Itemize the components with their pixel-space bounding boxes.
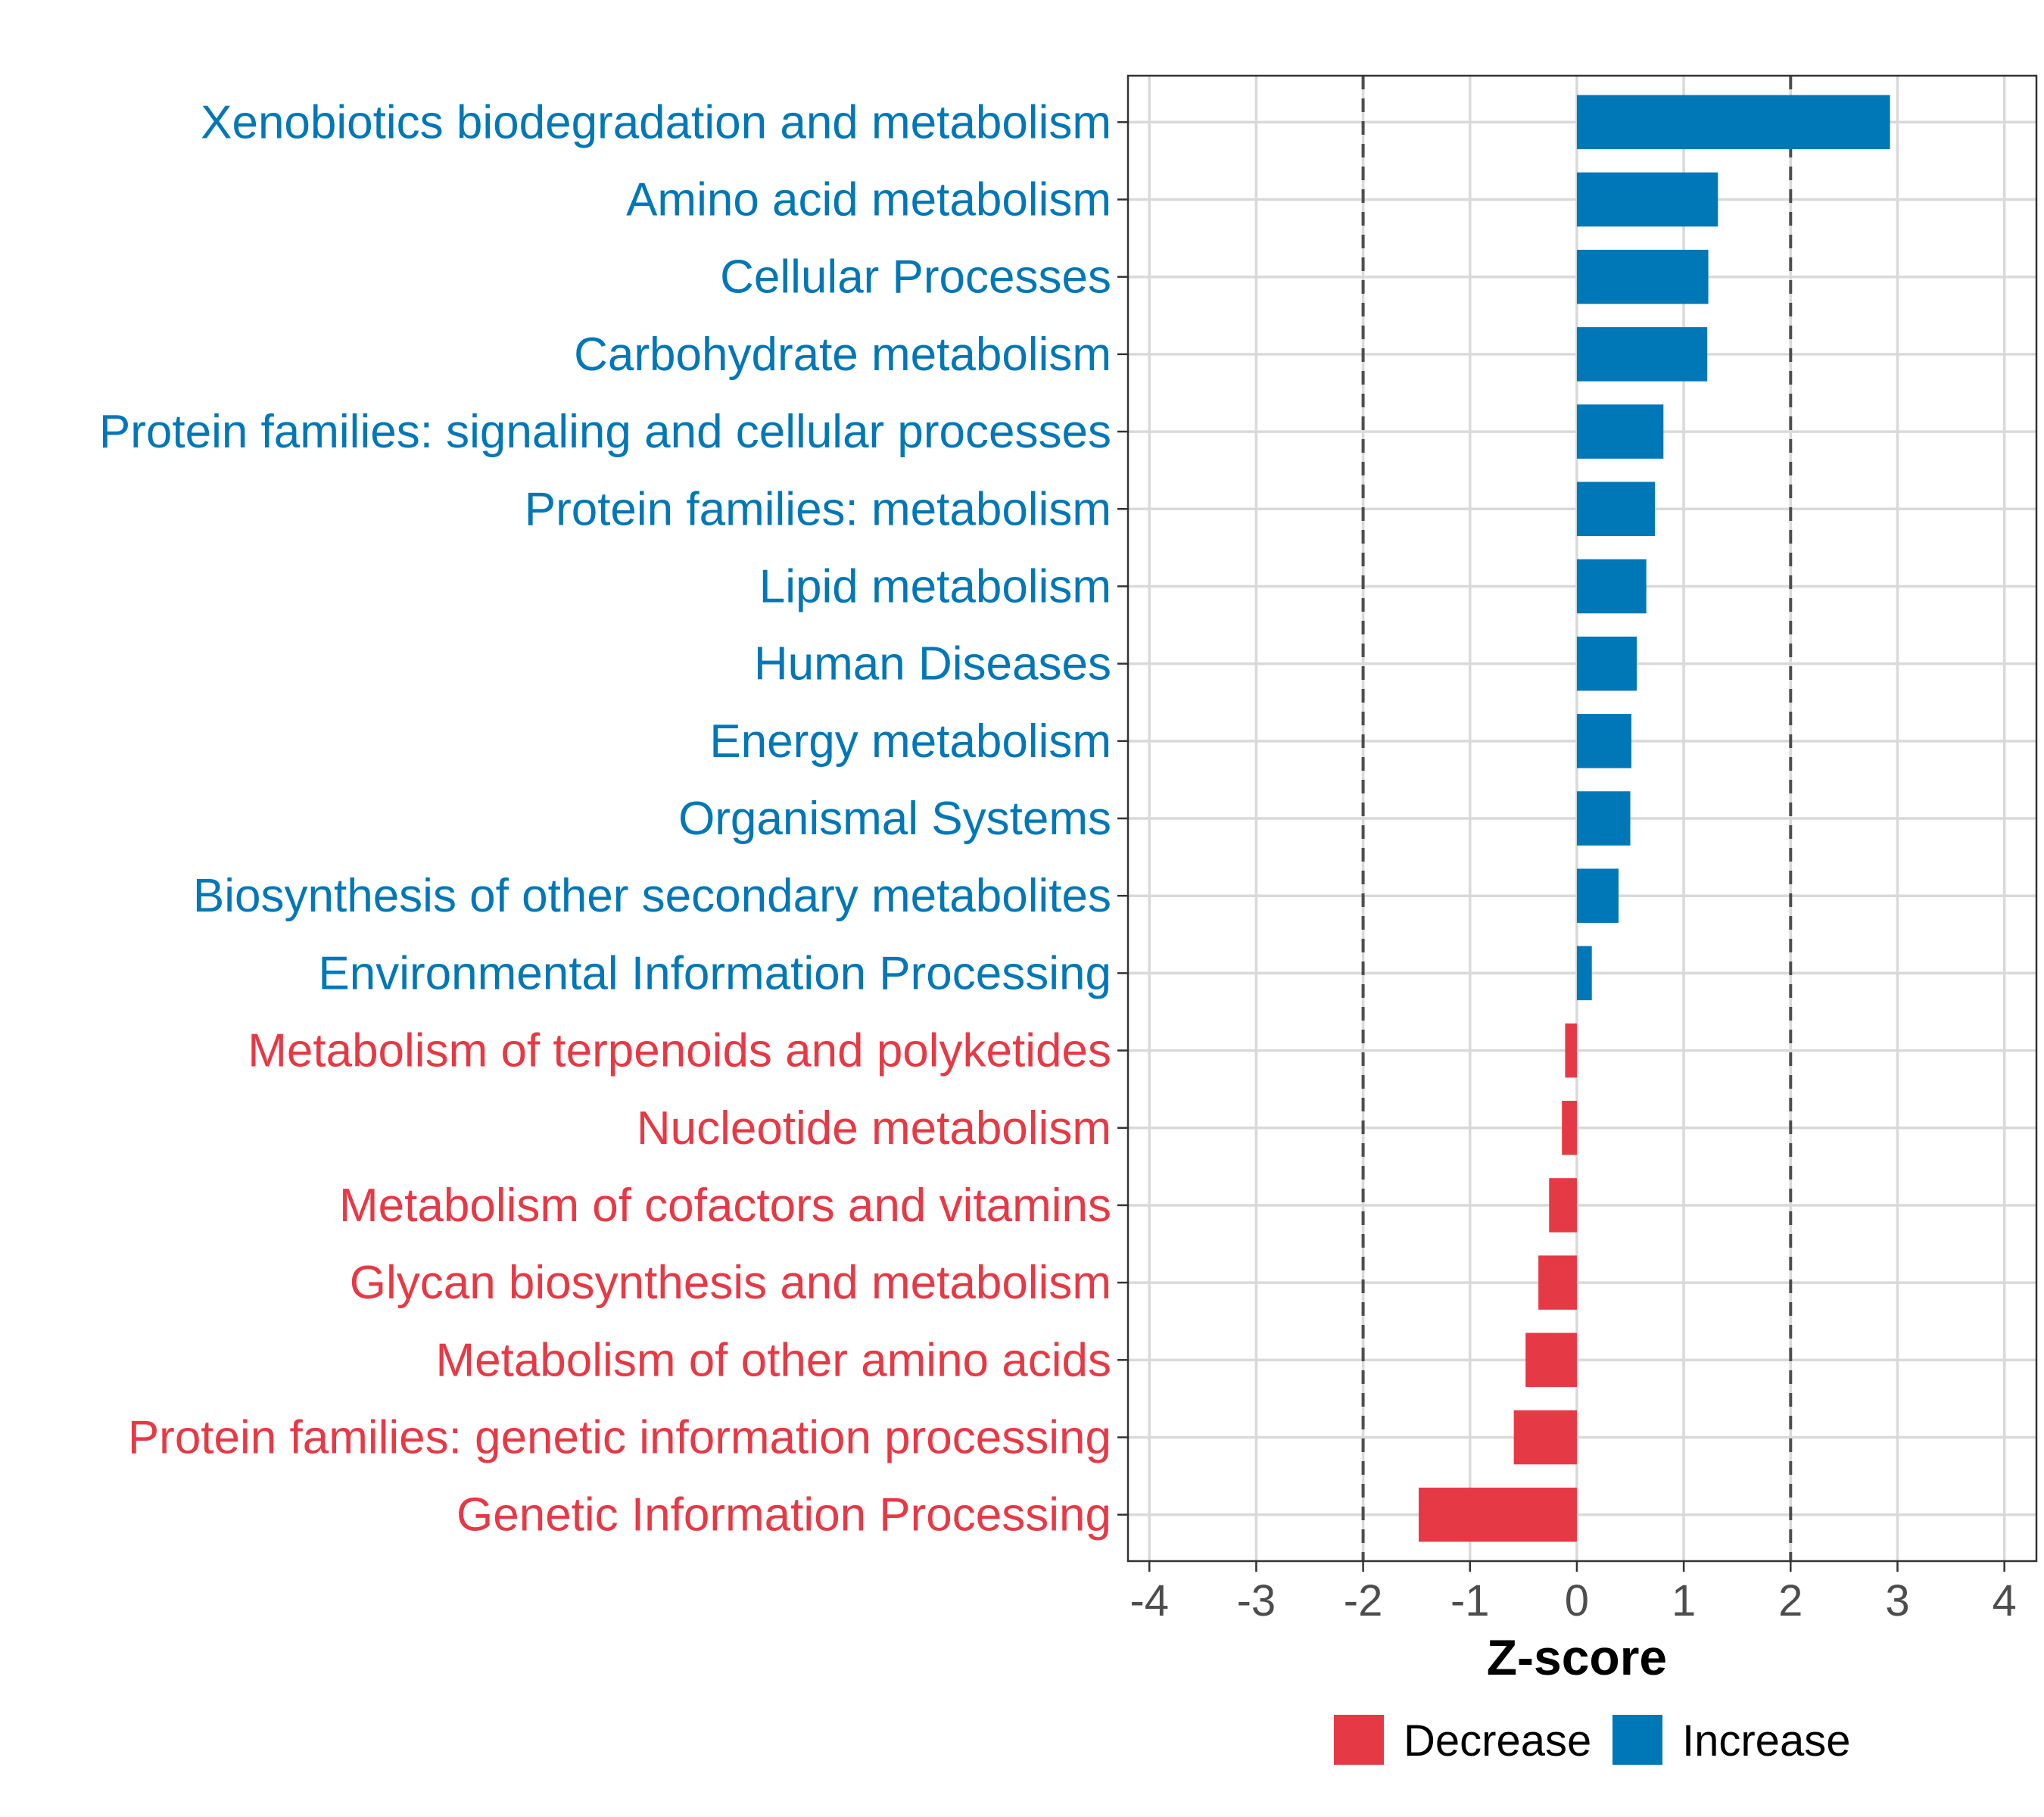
x-tick-label: -1 — [1450, 1576, 1490, 1625]
bar — [1576, 249, 1709, 304]
bar — [1525, 1332, 1577, 1388]
category-label: Environmental Information Processing — [318, 947, 1111, 999]
bar — [1513, 1410, 1577, 1465]
bar — [1565, 1023, 1577, 1078]
category-label: Lipid metabolism — [759, 560, 1111, 612]
legend-swatch — [1334, 1715, 1384, 1765]
bar — [1576, 946, 1592, 1001]
category-label: Cellular Processes — [720, 251, 1111, 304]
x-tick-label: 2 — [1778, 1576, 1803, 1625]
bar — [1576, 791, 1631, 846]
x-tick-label: 0 — [1565, 1576, 1589, 1625]
bar — [1538, 1255, 1577, 1310]
bar — [1576, 636, 1637, 691]
legend-label: Increase — [1682, 1716, 1850, 1766]
bar — [1576, 172, 1718, 227]
bar — [1576, 482, 1655, 537]
category-labels: Xenobiotics biodegradation and metabolis… — [99, 96, 1111, 1541]
bar — [1576, 404, 1664, 459]
category-label: Protein families: genetic information pr… — [128, 1412, 1111, 1464]
category-label: Glycan biosynthesis and metabolism — [350, 1257, 1111, 1309]
bar — [1419, 1487, 1577, 1542]
category-label: Genetic Information Processing — [456, 1489, 1111, 1541]
category-label: Protein families: metabolism — [525, 483, 1111, 535]
category-label: Energy metabolism — [709, 715, 1111, 768]
legend-label: Decrease — [1404, 1716, 1591, 1766]
category-label: Carbohydrate metabolism — [574, 329, 1111, 381]
x-tick-label: -4 — [1129, 1576, 1169, 1625]
category-label: Organismal Systems — [678, 793, 1111, 845]
x-tick-label: 1 — [1672, 1576, 1696, 1625]
category-label: Protein families: signaling and cellular… — [99, 406, 1111, 458]
category-label: Human Diseases — [754, 638, 1111, 690]
bar — [1576, 327, 1708, 382]
bars — [1419, 95, 1890, 1542]
bar — [1562, 1100, 1577, 1155]
bar — [1576, 95, 1890, 150]
x-tick-label: 3 — [1885, 1576, 1909, 1625]
x-axis-title: Z-score — [1487, 1629, 1667, 1685]
x-tick-label: -3 — [1237, 1576, 1276, 1625]
category-label: Metabolism of terpenoids and polyketides — [248, 1025, 1111, 1077]
category-label: Biosynthesis of other secondary metaboli… — [193, 870, 1111, 922]
category-label: Metabolism of other amino acids — [435, 1334, 1111, 1386]
bar — [1576, 714, 1631, 768]
category-label: Xenobiotics biodegradation and metabolis… — [201, 96, 1111, 148]
bar — [1576, 559, 1647, 614]
y-axis-ticks — [1117, 121, 1128, 1516]
legend: Decrease Increase — [1334, 1715, 1850, 1766]
x-tick-label: 4 — [1993, 1576, 2017, 1625]
x-tick-label: -2 — [1344, 1576, 1383, 1625]
reference-lines — [1361, 76, 1793, 1561]
category-label: Nucleotide metabolism — [637, 1102, 1111, 1155]
category-label: Metabolism of cofactors and vitamins — [339, 1180, 1111, 1232]
bar — [1549, 1178, 1577, 1233]
x-axis-ticks: -4 -3 -2 -1 0 1 2 3 4 — [1129, 1561, 2017, 1625]
legend-swatch — [1612, 1715, 1662, 1765]
category-label: Amino acid metabolism — [626, 174, 1111, 226]
bar — [1576, 868, 1619, 923]
